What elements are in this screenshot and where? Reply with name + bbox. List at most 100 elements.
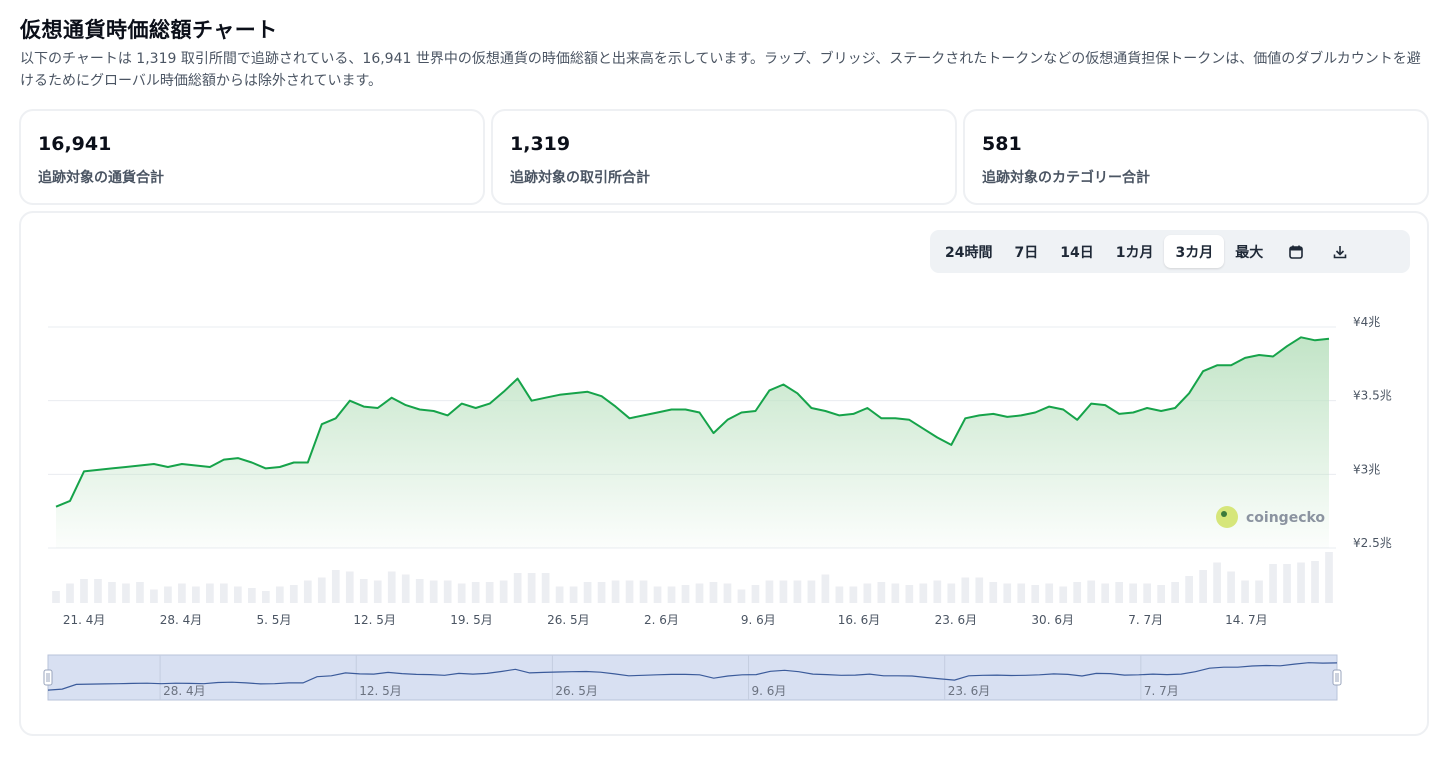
navigator-handle-right[interactable]	[1332, 669, 1342, 686]
volume-bar	[1031, 585, 1040, 603]
volume-bar	[443, 580, 452, 603]
volume-bar	[303, 580, 312, 603]
download-icon[interactable]	[1318, 235, 1362, 268]
volume-bar	[1101, 583, 1110, 603]
volume-bar	[52, 591, 60, 603]
navigator-tick-label: 23. 6月	[948, 684, 991, 698]
volume-bar	[723, 583, 732, 603]
volume-bar	[751, 585, 760, 603]
volume-bar	[234, 586, 242, 603]
volume-bar	[359, 579, 368, 603]
volume-bar	[877, 582, 886, 603]
range-button-3m[interactable]: 3カ月	[1164, 235, 1225, 268]
range-button-24h[interactable]: 24時間	[945, 244, 993, 261]
volume-bar	[373, 580, 382, 603]
x-tick-label: 14. 7月	[1225, 613, 1268, 627]
volume-bar	[765, 580, 774, 603]
volume-bar	[1241, 580, 1249, 603]
volume-bar	[261, 591, 270, 603]
volume-bar	[471, 582, 480, 603]
volume-bar	[961, 577, 970, 603]
volume-bar	[1157, 585, 1165, 603]
volume-bar	[1059, 586, 1068, 603]
stat-card-coins: 16,941 追跡対象の通貨合計	[19, 109, 485, 205]
range-button-1m[interactable]: 1カ月	[1115, 244, 1154, 261]
navigator-tick-label: 9. 6月	[752, 684, 787, 698]
volume-bar	[737, 589, 746, 603]
volume-bar	[807, 580, 816, 603]
navigator[interactable]: 28. 4月 12. 5月 26. 5月 9. 6月 23. 6月 7. 7月	[43, 654, 1342, 701]
volume-bar	[1073, 582, 1082, 603]
range-button-max[interactable]: 最大	[1235, 244, 1264, 261]
volume-bar	[415, 579, 424, 603]
volume-bar	[401, 574, 410, 603]
volume-bar	[485, 582, 494, 603]
watermark-text: coingecko	[1246, 510, 1325, 526]
volume-bar	[247, 588, 256, 603]
x-tick-label: 21. 4月	[63, 613, 106, 627]
navigator-handle-left[interactable]	[43, 669, 53, 686]
x-tick-label: 23. 6月	[935, 613, 978, 627]
range-button-14d[interactable]: 14日	[1060, 244, 1094, 261]
volume-bar	[1283, 564, 1291, 603]
x-tick-label: 12. 5月	[353, 613, 396, 627]
y-tick-label: ¥3.5兆	[1353, 389, 1392, 403]
volume-bar	[779, 580, 788, 603]
volume-bar	[695, 583, 704, 603]
volume-bar	[933, 580, 942, 603]
volume-bar	[555, 586, 564, 603]
volume-bar	[499, 580, 508, 603]
volume-bar	[821, 574, 830, 603]
x-tick-label: 7. 7月	[1128, 613, 1163, 627]
volume-bar	[345, 571, 354, 603]
volume-bar	[919, 583, 928, 603]
volume-bar	[206, 583, 214, 603]
x-tick-label: 30. 6月	[1031, 613, 1074, 627]
volume-bar	[1185, 576, 1193, 603]
volume-bar	[457, 583, 466, 603]
volume-bar	[1325, 552, 1333, 603]
volume-bar	[947, 583, 956, 603]
volume-bar	[387, 571, 396, 603]
volume-bar	[1199, 570, 1207, 603]
volume-bar	[66, 583, 74, 603]
stat-label: 追跡対象のカテゴリー合計	[982, 170, 1150, 186]
volume-bar	[1003, 583, 1012, 603]
volume-bar	[1143, 583, 1151, 603]
volume-bar	[863, 583, 872, 603]
volume-bar	[1213, 562, 1221, 603]
volume-bar	[136, 582, 144, 603]
stat-value: 1,319	[510, 133, 571, 155]
navigator-window	[47, 654, 1338, 701]
volume-bar	[429, 580, 438, 603]
range-button-7d[interactable]: 7日	[1014, 244, 1039, 261]
x-tick-label: 9. 6月	[741, 613, 776, 627]
stat-value: 16,941	[38, 133, 112, 155]
volume-bar	[94, 579, 102, 603]
volume-bar	[989, 582, 998, 603]
volume-bar	[975, 577, 984, 603]
calendar-icon[interactable]	[1274, 235, 1318, 268]
volume-bar	[905, 585, 914, 603]
navigator-tick-label: 7. 7月	[1144, 684, 1179, 698]
volume-bar	[793, 580, 802, 603]
volume-bar	[569, 586, 578, 603]
volume-bar	[275, 586, 284, 603]
volume-bar	[1171, 582, 1179, 603]
volume-bar	[108, 582, 116, 603]
volume-bar	[192, 586, 200, 603]
watermark: coingecko	[1216, 506, 1325, 528]
volume-bar	[220, 583, 228, 603]
volume-bar	[527, 573, 536, 603]
stat-value: 581	[982, 133, 1022, 155]
range-selector: 24時間 7日 14日 1カ月 3カ月 最大	[930, 230, 1410, 273]
volume-bar	[1269, 564, 1277, 603]
x-tick-label: 19. 5月	[450, 613, 493, 627]
navigator-tick-label: 12. 5月	[359, 684, 402, 698]
volume-bar	[639, 580, 648, 603]
x-tick-label: 28. 4月	[160, 613, 203, 627]
x-tick-label: 5. 5月	[257, 613, 292, 627]
y-tick-label: ¥4兆	[1353, 315, 1380, 329]
gecko-eye-icon	[1221, 511, 1227, 517]
